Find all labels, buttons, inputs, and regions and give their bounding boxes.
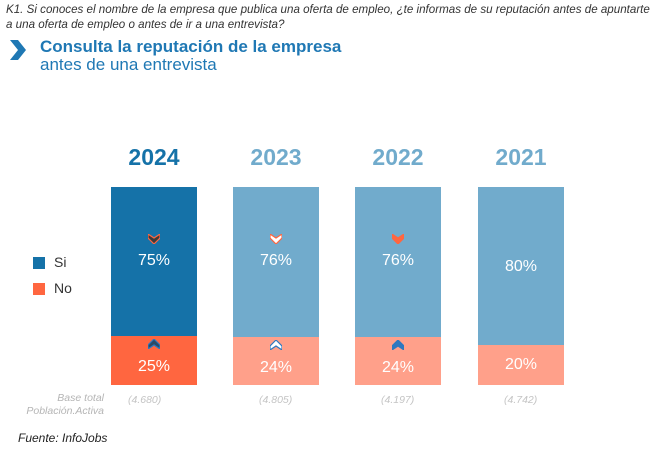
base-size-2023: (4.805) bbox=[259, 394, 293, 406]
data-label-no-2021: 20% bbox=[504, 356, 538, 374]
data-label-no-2022: 24% bbox=[381, 359, 415, 377]
bar-si-2021 bbox=[478, 187, 564, 346]
trend-up-icon-2024 bbox=[148, 338, 160, 349]
year-label-2021: 2021 bbox=[495, 144, 547, 170]
data-label-no-2023: 24% bbox=[259, 359, 293, 377]
trend-up-icon-2023 bbox=[270, 340, 282, 351]
data-label-si-2022: 76% bbox=[381, 252, 415, 269]
year-label-2022: 2022 bbox=[372, 144, 424, 170]
legend-label-no: No bbox=[54, 280, 72, 296]
source-note: Fuente: InfoJobs bbox=[18, 431, 108, 445]
base-size-2021: (4.742) bbox=[504, 394, 538, 406]
chevron-right-icon bbox=[10, 40, 26, 60]
base-label-line2: Población.Activa bbox=[26, 404, 104, 417]
base-label: Base total Población.Activa bbox=[26, 392, 104, 417]
base-size-2024: (4.680) bbox=[128, 394, 162, 406]
legend-label-si: Si bbox=[54, 254, 67, 270]
data-label-si-2021: 80% bbox=[504, 258, 538, 275]
trend-up-icon-2022 bbox=[392, 340, 404, 351]
base-size-2022: (4.197) bbox=[381, 394, 415, 406]
question-text: K1. Si conoces el nombre de la empresa q… bbox=[6, 3, 650, 31]
bar-si-2023 bbox=[233, 187, 319, 338]
trend-down-icon-2022 bbox=[392, 234, 404, 244]
base-label-line1: Base total bbox=[57, 392, 104, 404]
legend-swatch-no bbox=[33, 283, 45, 295]
trend-down-icon-2024 bbox=[148, 234, 160, 244]
legend-swatch-si bbox=[33, 257, 45, 269]
bar-si-2022 bbox=[355, 187, 441, 338]
bar-no-2021 bbox=[478, 345, 564, 385]
year-label-2023: 2023 bbox=[250, 144, 302, 170]
bar-si-2024 bbox=[111, 187, 197, 336]
trend-down-icon-2023 bbox=[270, 234, 282, 244]
chart-title: Consulta la reputación de la empresa bbox=[40, 37, 342, 56]
year-label-2024: 2024 bbox=[128, 144, 180, 170]
data-label-si-2024: 75% bbox=[137, 252, 171, 269]
data-label-no-2024: 25% bbox=[137, 358, 171, 376]
chart-subtitle: antes de una entrevista bbox=[40, 55, 217, 74]
data-label-si-2023: 76% bbox=[259, 252, 293, 269]
